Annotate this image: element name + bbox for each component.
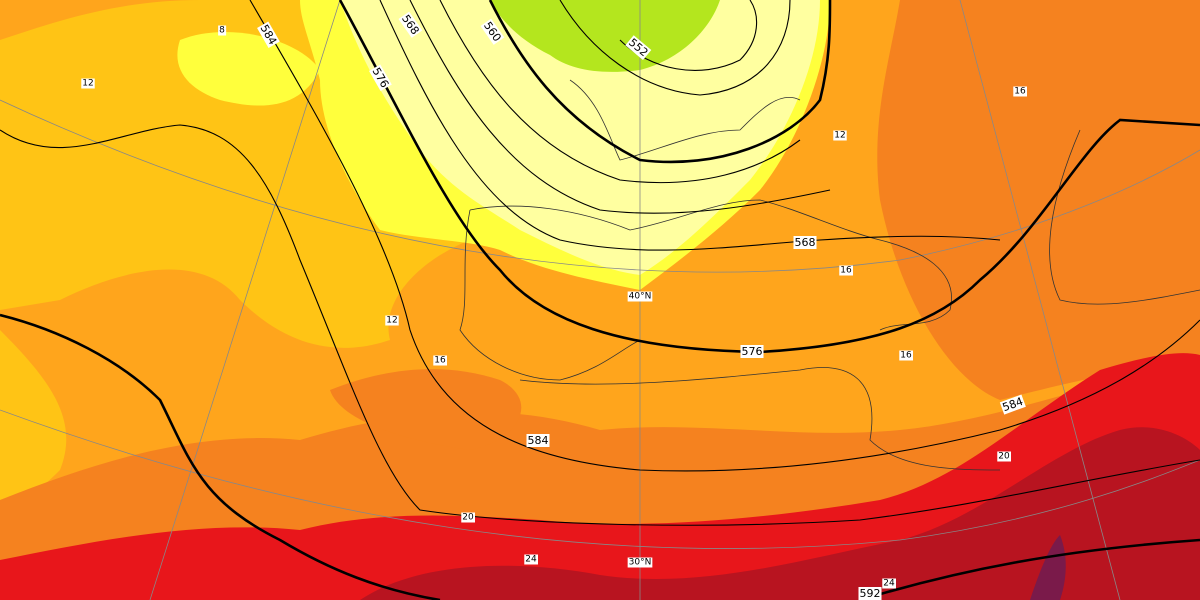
temperature-label: 8 xyxy=(219,26,225,36)
label-background xyxy=(833,130,847,141)
contour-label: 568 xyxy=(795,236,816,249)
temperature-label: 24 xyxy=(525,555,537,565)
label-background xyxy=(999,394,1026,415)
label-background xyxy=(740,345,764,358)
contour-label: 576 xyxy=(742,345,763,358)
latitude-labels: 40°N 30°N xyxy=(627,291,653,568)
label-background xyxy=(81,78,95,89)
label-background xyxy=(882,578,896,589)
label-background xyxy=(218,25,227,36)
label-background xyxy=(480,18,505,45)
temperature-label: 20 xyxy=(462,513,474,523)
temperature-label: 16 xyxy=(434,356,446,366)
label-background xyxy=(398,11,423,38)
latitude-label: 40°N xyxy=(629,292,652,302)
label-background xyxy=(858,587,882,600)
label-background xyxy=(627,557,653,568)
temperature-label: 16 xyxy=(1014,87,1026,97)
label-background xyxy=(526,434,550,447)
temperature-label: 12 xyxy=(834,131,845,141)
label-background xyxy=(899,350,913,361)
temperature-label: 20 xyxy=(998,452,1010,462)
temperature-label: 12 xyxy=(386,316,397,326)
label-background xyxy=(1013,86,1027,97)
label-background xyxy=(839,265,853,276)
label-background xyxy=(369,64,392,91)
temperature-label: 16 xyxy=(900,351,912,361)
label-background xyxy=(524,554,538,565)
label-background xyxy=(627,291,653,302)
temperature-label: 16 xyxy=(840,266,852,276)
latitude-label: 30°N xyxy=(629,558,652,568)
label-background xyxy=(793,236,817,249)
temperature-labels: 8 12 12 16 16 12 16 16 20 20 24 24 xyxy=(81,25,1027,589)
label-background xyxy=(257,21,280,48)
label-background xyxy=(461,512,475,523)
label-background xyxy=(433,355,447,366)
temperature-label: 12 xyxy=(82,79,93,89)
temperature-label: 24 xyxy=(883,579,895,589)
label-background xyxy=(625,35,652,60)
contour-label: 592 xyxy=(860,587,881,600)
label-background xyxy=(385,315,399,326)
label-background xyxy=(997,451,1011,462)
contour-label: 584 xyxy=(528,434,549,447)
coastlines xyxy=(459,79,1200,471)
